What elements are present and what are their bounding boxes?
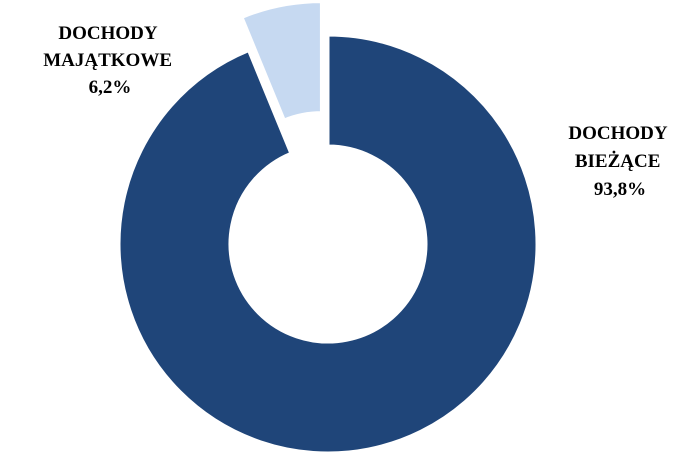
label-biezace-line-2: BIEŻĄCE xyxy=(575,151,661,172)
label-biezace-line-1: DOCHODY xyxy=(568,123,668,144)
label-majatkowe-value: 6,2% xyxy=(89,77,132,98)
slices-group xyxy=(117,0,539,454)
label-majatkowe-line-2: MAJĄTKOWE xyxy=(43,50,172,71)
label-biezace: DOCHODY BIEŻĄCE 93,8% xyxy=(568,123,671,200)
slice-majatkowe xyxy=(240,0,323,122)
label-majatkowe-line-1: DOCHODY xyxy=(58,23,158,44)
label-majatkowe: DOCHODY MAJĄTKOWE 6,2% xyxy=(43,23,177,98)
slice-biezace xyxy=(117,33,539,454)
label-biezace-value: 93,8% xyxy=(594,179,646,200)
